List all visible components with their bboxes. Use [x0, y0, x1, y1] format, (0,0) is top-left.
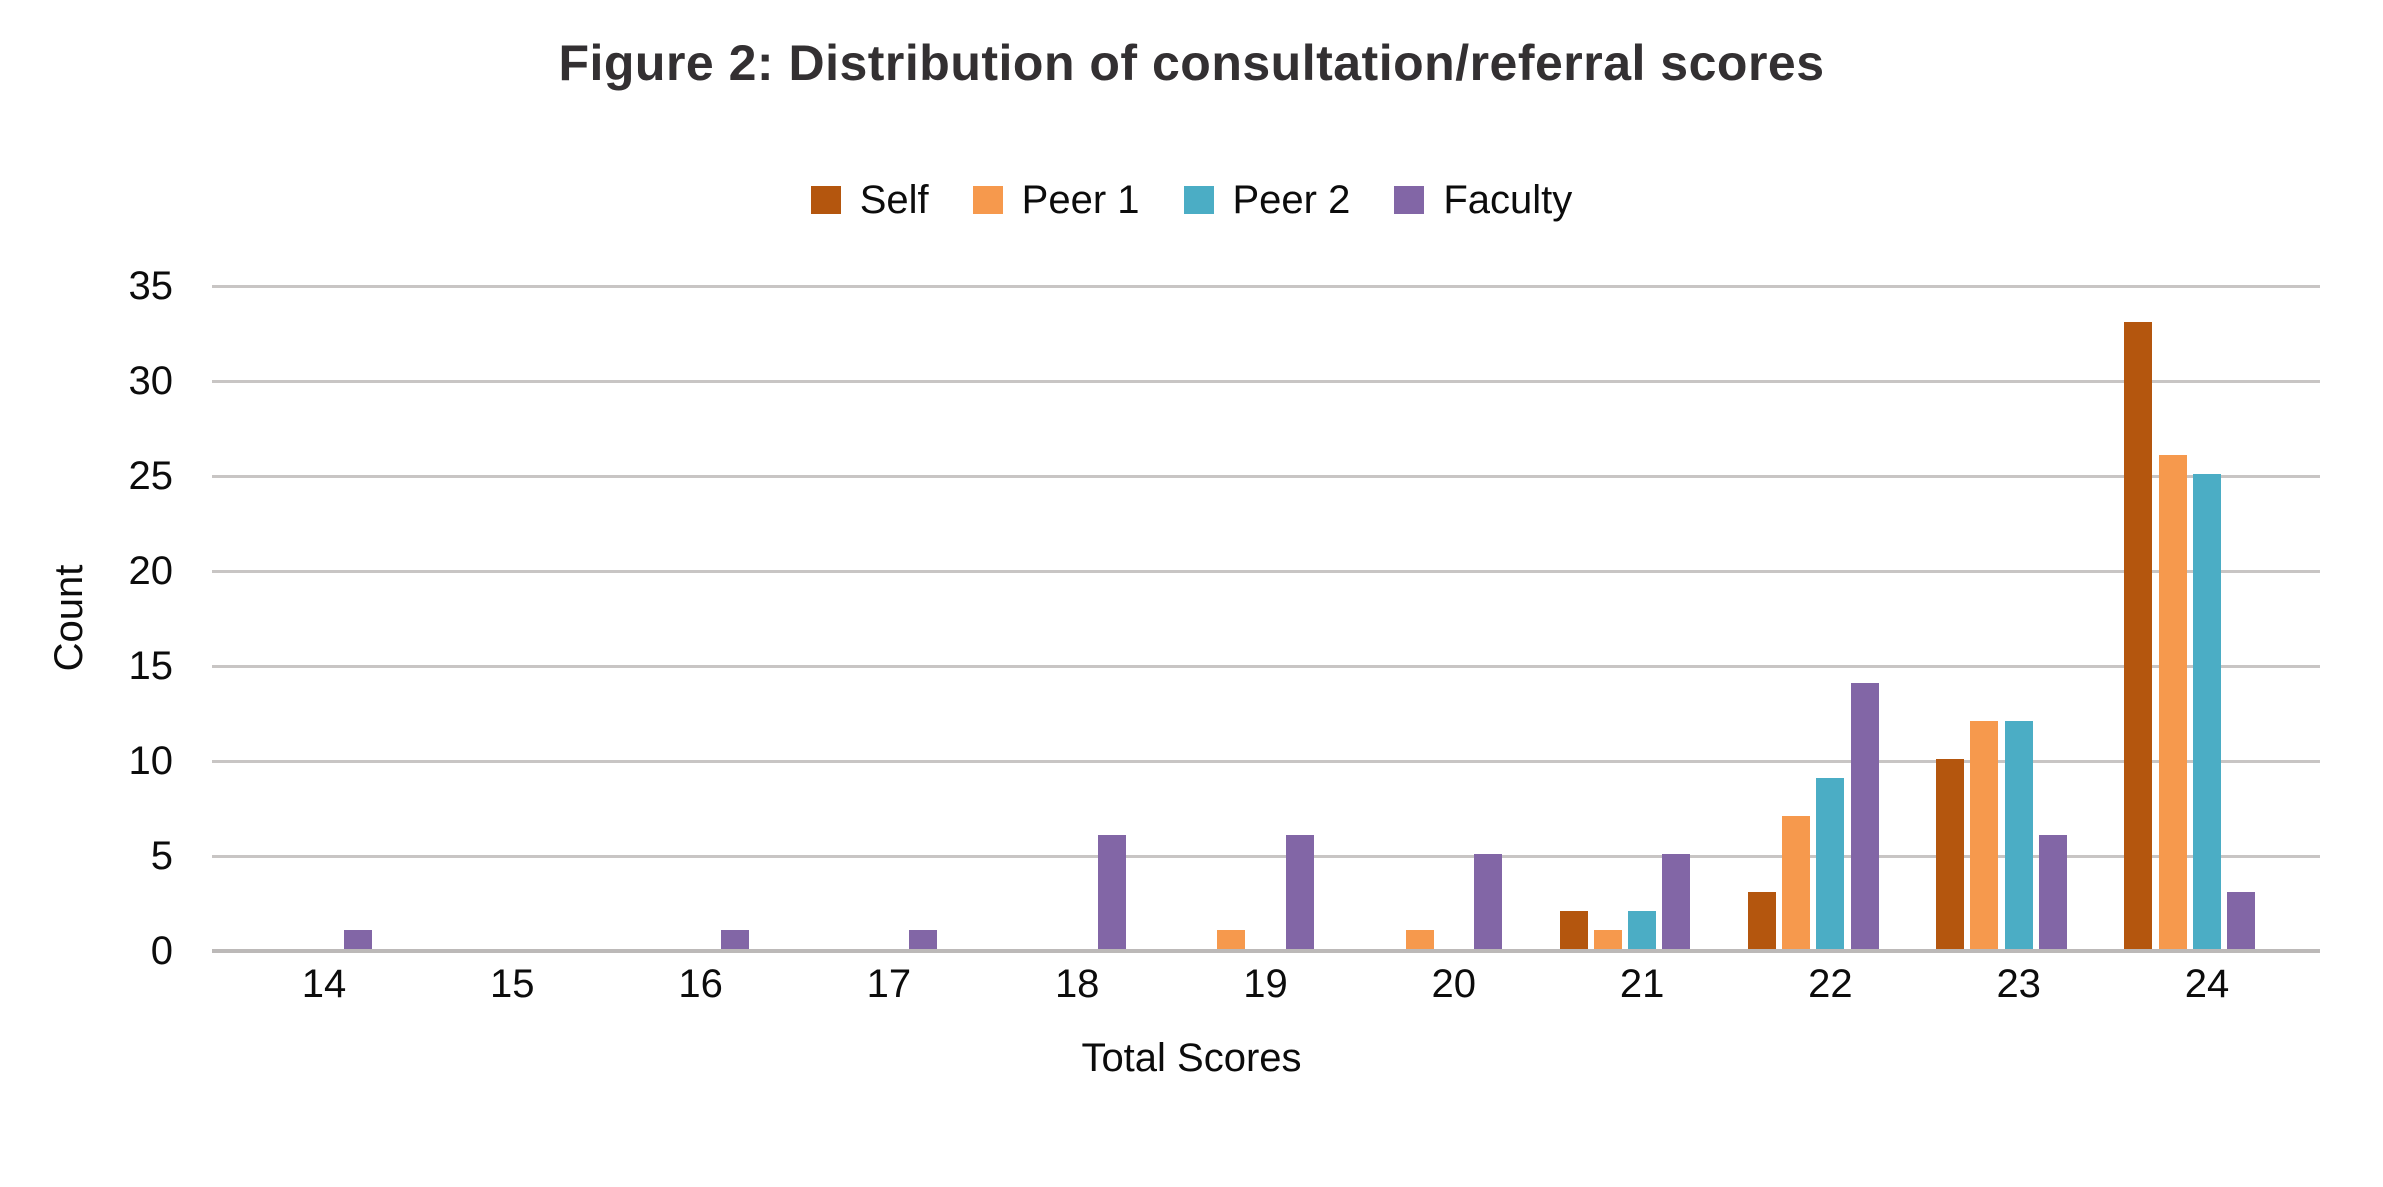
y-tick-label-15: 15	[128, 644, 174, 688]
bar-faculty-23	[2039, 835, 2067, 949]
x-tick-label-17: 17	[866, 962, 912, 1006]
gridline-20	[212, 569, 2320, 573]
y-tick-label-0: 0	[150, 929, 173, 973]
bar-faculty-16	[720, 930, 749, 949]
chart-legend: Self Peer 1 Peer 2 Faculty	[0, 180, 2383, 220]
legend-item-peer2: Peer 2	[1183, 178, 1351, 222]
x-tick-label-19: 19	[1243, 962, 1288, 1006]
bar-faculty-17	[909, 930, 938, 949]
bar-peer2-24	[2193, 474, 2221, 949]
y-tick-label-10: 10	[128, 739, 174, 783]
x-tick-label-15: 15	[490, 962, 535, 1006]
x-axis-title: Total Scores	[1081, 1036, 1302, 1080]
bar-self-24	[2124, 322, 2153, 949]
bar-faculty-18	[1097, 835, 1126, 949]
x-tick-label-20: 20	[1431, 962, 1477, 1006]
bar-peer1-23	[1970, 721, 1999, 949]
gridline-5	[212, 854, 2320, 858]
legend-label-self: Self	[859, 178, 929, 222]
y-tick-label-20: 20	[128, 549, 174, 593]
gridline-30	[212, 379, 2320, 383]
gridline-25	[212, 474, 2320, 478]
legend-label-peer2: Peer 2	[1232, 178, 1351, 222]
x-tick-label-14: 14	[301, 962, 347, 1006]
x-tick-label-22: 22	[1808, 962, 1853, 1006]
x-tick-label-23: 23	[1996, 962, 2041, 1006]
legend-swatch-peer2-icon	[1183, 186, 1214, 214]
legend-item-peer1: Peer 1	[972, 178, 1140, 222]
legend-label-peer1: Peer 1	[1021, 178, 1140, 222]
gridline-10	[212, 759, 2320, 763]
y-axis-title: Count	[47, 564, 91, 672]
legend-item-faculty: Faculty	[1394, 180, 1572, 220]
x-tick-label-16: 16	[678, 962, 723, 1006]
legend-swatch-self-icon	[810, 186, 841, 214]
bar-peer1-22	[1782, 816, 1811, 949]
x-tick-label-24: 24	[2184, 962, 2230, 1006]
bar-faculty-22	[1850, 683, 1879, 949]
y-tick-label-5: 5	[150, 834, 173, 878]
bar-faculty-14	[344, 930, 373, 949]
chart-title: Figure 2: Distribution of consultation/r…	[558, 35, 1825, 91]
bar-peer1-24	[2158, 455, 2187, 949]
gridline-35	[212, 284, 2320, 288]
y-tick-label-35: 35	[128, 264, 174, 308]
bar-faculty-19	[1285, 835, 1314, 949]
y-tick-label-30: 30	[128, 359, 174, 403]
bar-faculty-20	[1474, 854, 1503, 949]
x-tick-label-18: 18	[1054, 962, 1100, 1006]
legend-label-faculty: Faculty	[1443, 178, 1573, 222]
gridline-0	[212, 949, 2320, 953]
bar-peer2-21	[1628, 911, 1657, 949]
bar-self-22	[1747, 892, 1776, 949]
legend-item-self: Self	[810, 178, 929, 222]
bar-self-21	[1559, 911, 1588, 949]
legend-swatch-faculty-icon	[1394, 186, 1425, 214]
bar-peer2-22	[1816, 778, 1845, 949]
gridline-15	[212, 664, 2320, 668]
bar-faculty-24	[2227, 892, 2256, 949]
legend-swatch-peer1-icon	[972, 186, 1003, 214]
bar-peer1-20	[1405, 930, 1434, 949]
x-tick-label-21: 21	[1619, 962, 1665, 1006]
bar-faculty-21	[1662, 854, 1691, 949]
y-tick-label-25: 25	[128, 454, 174, 498]
bar-peer1-21	[1593, 930, 1622, 949]
bar-self-23	[1936, 759, 1965, 949]
bar-peer2-23	[2004, 721, 2033, 949]
bar-peer1-19	[1217, 930, 1246, 949]
